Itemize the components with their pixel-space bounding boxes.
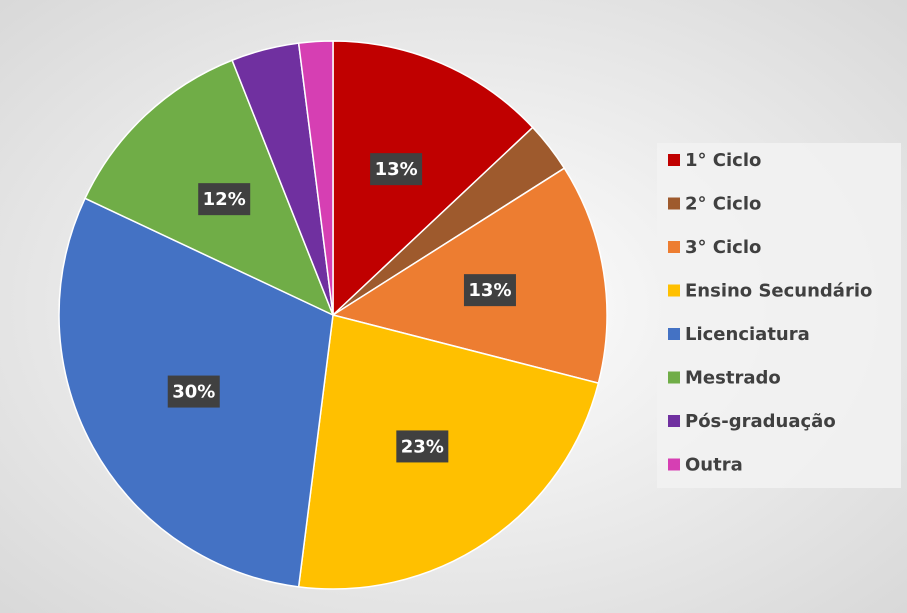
data-label-box: [167, 375, 220, 408]
data-label-box: [370, 153, 423, 186]
legend-label: Licenciatura: [685, 324, 810, 345]
legend-box: [657, 143, 901, 488]
pie-slice: [297, 314, 600, 590]
legend-swatch: [668, 458, 680, 471]
data-label: 13%: [468, 280, 511, 301]
pie-slice: [297, 40, 334, 316]
legend-label: 3° Ciclo: [685, 237, 761, 258]
data-label-box: [463, 274, 516, 307]
pie-slice: [332, 40, 534, 317]
legend-swatch: [668, 328, 680, 340]
legend-label: 1° Ciclo: [685, 150, 761, 171]
legend-label: Outra: [685, 455, 743, 476]
legend-label: Pós-graduação: [685, 411, 836, 432]
legend-swatch: [668, 197, 680, 210]
legend-swatch: [668, 154, 680, 166]
legend-swatch: [668, 241, 680, 253]
legend-swatch: [668, 415, 680, 427]
data-label: 30%: [172, 382, 215, 403]
legend-label: Mestrado: [685, 368, 781, 389]
data-label: 23%: [401, 436, 444, 457]
data-label-box: [396, 430, 449, 463]
legend-label: 2° Ciclo: [685, 194, 761, 215]
legend-swatch: [668, 284, 680, 297]
legend-label: Ensino Secundário: [685, 281, 872, 302]
legend-swatch: [668, 371, 680, 384]
data-label-box: [198, 183, 251, 216]
data-label: 13%: [375, 159, 418, 180]
data-label: 12%: [203, 189, 246, 210]
